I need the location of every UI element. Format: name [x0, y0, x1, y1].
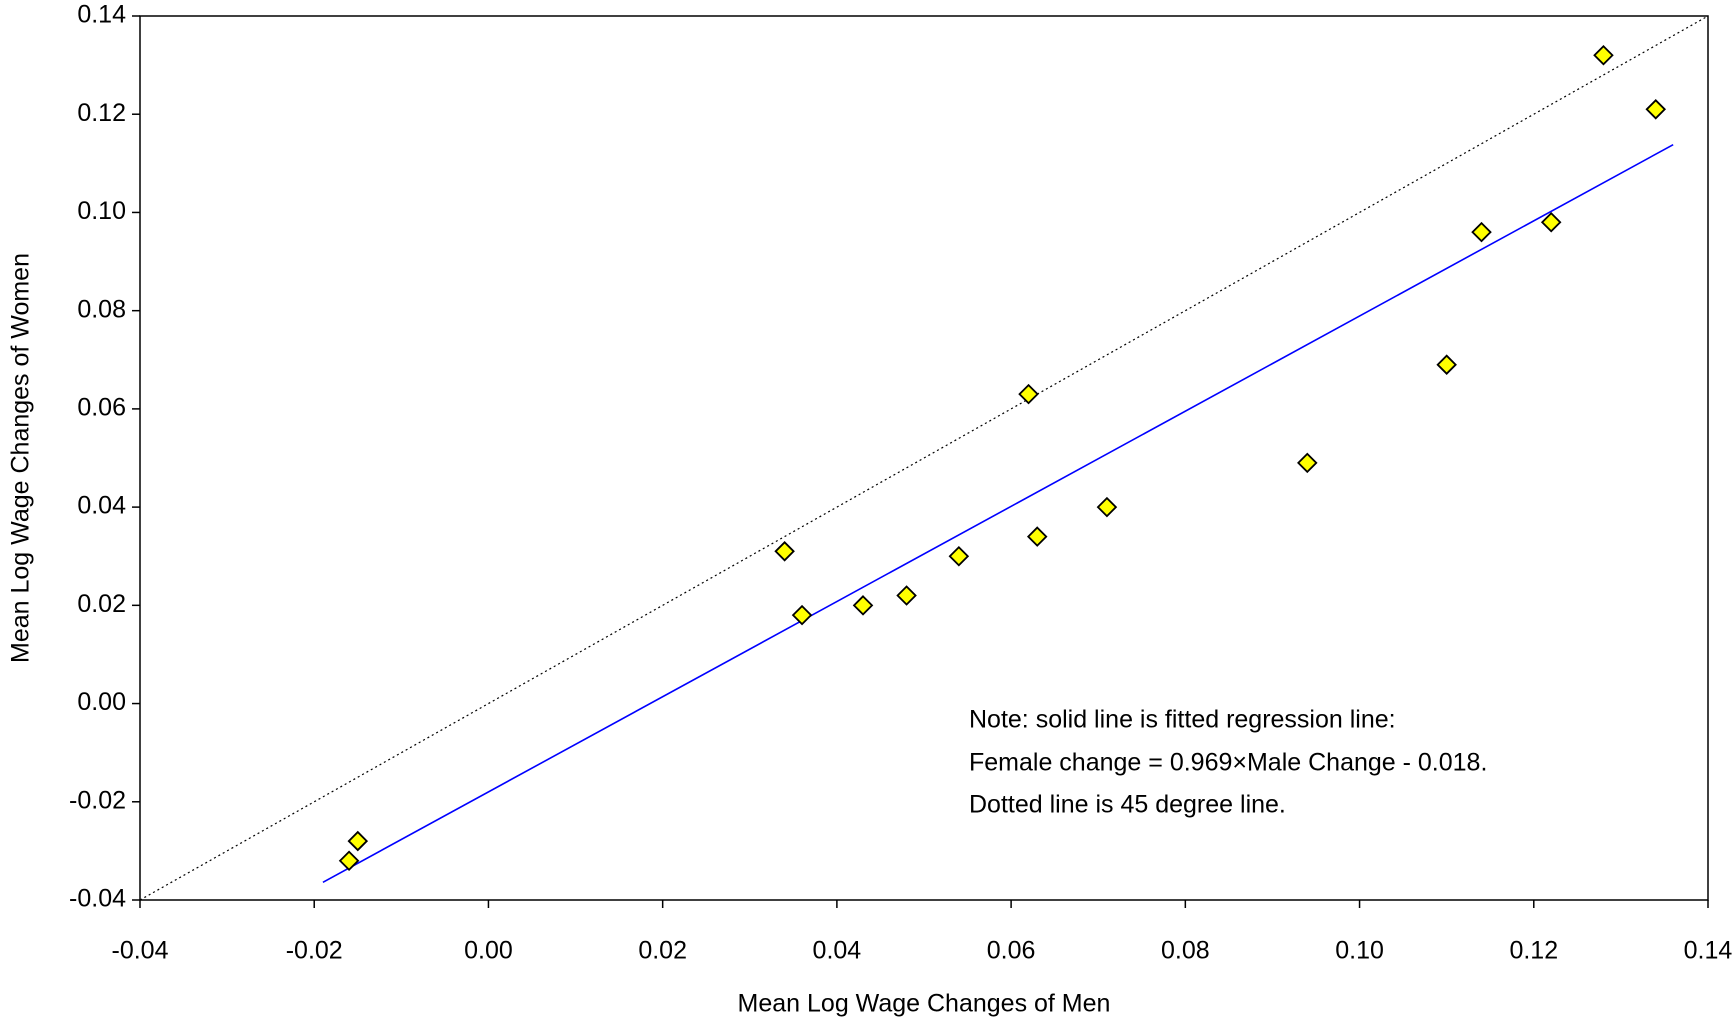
annotation: Note: solid line is fitted regression li… — [969, 706, 1396, 734]
x-axis-title: Mean Log Wage Changes of Men — [738, 990, 1111, 1018]
marker — [1297, 452, 1318, 474]
x-tick-label: 0.10 — [1335, 937, 1384, 965]
x-tick-label: 0.12 — [1509, 937, 1558, 965]
marker — [948, 545, 970, 567]
x-tick-label: 0.08 — [1161, 937, 1210, 965]
line — [322, 143, 1674, 884]
marker — [1645, 99, 1667, 120]
line — [139, 15, 1709, 901]
marker — [896, 585, 917, 606]
y-tick-label: 0.08 — [77, 295, 126, 323]
y-tick-label: 0.10 — [77, 197, 126, 225]
marker — [1540, 211, 1562, 233]
marker — [347, 830, 369, 852]
x-tick-label: 0.02 — [638, 937, 687, 965]
annotation: Female change = 0.969×Male Change - 0.01… — [969, 749, 1487, 777]
x-tick-label: 0.06 — [987, 937, 1036, 965]
marker — [852, 595, 874, 616]
y-tick-label: 0.14 — [77, 1, 126, 29]
y-tick-label: 0.00 — [77, 688, 126, 716]
marker — [1593, 45, 1614, 66]
x-tick-label: -0.02 — [286, 937, 343, 965]
y-axis-title: Mean Log Wage Changes of Women — [7, 253, 35, 663]
y-tick-label: 0.04 — [77, 492, 126, 520]
marker — [338, 850, 360, 871]
marker — [791, 604, 813, 626]
marker — [1018, 383, 1039, 405]
marker — [774, 541, 795, 562]
marker — [1026, 526, 1048, 547]
x-tick-label: 0.04 — [813, 937, 862, 965]
x-tick-label: -0.04 — [112, 937, 169, 965]
y-tick-label: 0.12 — [77, 99, 126, 127]
x-tick-label: 0.00 — [464, 937, 513, 965]
y-tick-label: -0.04 — [69, 885, 126, 913]
plot-frame — [139, 15, 1709, 901]
marker — [1471, 221, 1492, 243]
annotation: Dotted line is 45 degree line. — [969, 791, 1286, 819]
marker — [1436, 354, 1457, 375]
y-tick-label: 0.06 — [77, 393, 126, 421]
marker — [1096, 496, 1118, 518]
y-tick-label: -0.02 — [69, 786, 126, 814]
x-tick-label: 0.14 — [1684, 937, 1733, 965]
y-tick-label: 0.02 — [77, 590, 126, 618]
